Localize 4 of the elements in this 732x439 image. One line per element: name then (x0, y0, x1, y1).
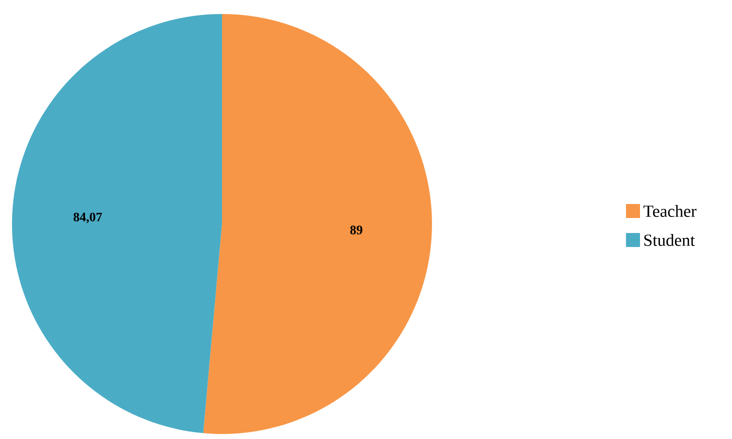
data-label: 89 (350, 226, 362, 234)
legend-label: Teacher (644, 205, 696, 217)
legend-label: Student (644, 234, 695, 246)
data-label: 84,07 (74, 212, 102, 224)
